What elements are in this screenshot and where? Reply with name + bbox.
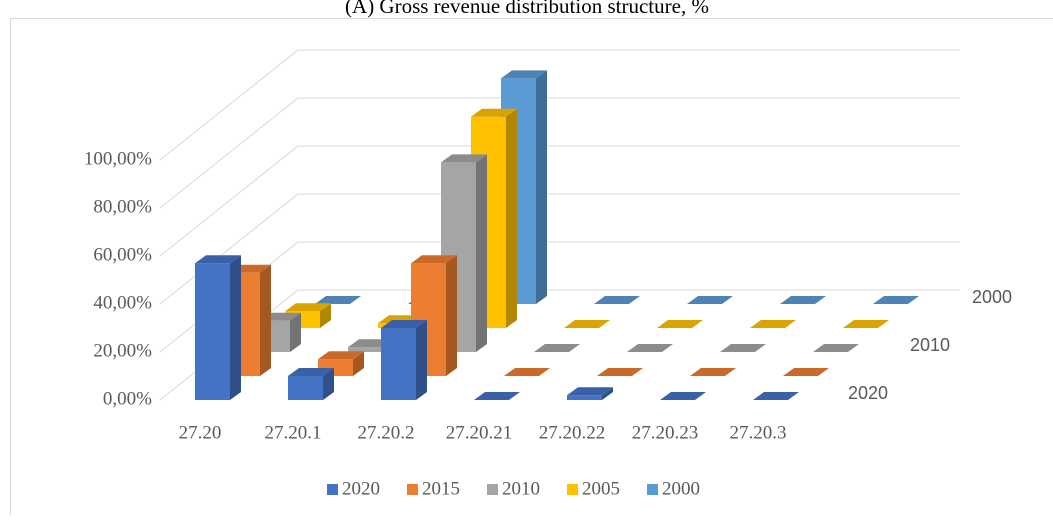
bar — [288, 368, 334, 400]
legend-label: 2015 — [422, 478, 460, 499]
y-tick-label: 40,00% — [93, 292, 152, 313]
bar-front — [195, 263, 230, 400]
x-tick-label: 27.20.22 — [539, 422, 606, 443]
bar-side — [260, 265, 271, 376]
x-tick-label: 27.20.23 — [632, 422, 699, 443]
legend-swatch — [407, 484, 418, 495]
depth-label: 2000 — [972, 287, 1012, 307]
y-tick-label: 60,00% — [93, 244, 152, 265]
x-tick-label: 27.20.2 — [358, 422, 415, 443]
legend-label: 2005 — [582, 478, 620, 499]
y-tick-label: 0,00% — [103, 388, 152, 409]
chart-title: (A) Gross revenue distribution structure… — [345, 0, 709, 18]
bar-side — [476, 154, 487, 352]
bar-front — [567, 395, 602, 400]
legend-swatch — [327, 484, 338, 495]
bar — [195, 255, 241, 400]
bar-side — [416, 320, 427, 400]
legend-swatch — [567, 484, 578, 495]
x-tick-label: 27.20.21 — [446, 422, 513, 443]
legend-label: 2000 — [662, 478, 700, 499]
x-tick-label: 27.20.1 — [265, 422, 322, 443]
x-tick-label: 27.20.3 — [730, 422, 787, 443]
legend-swatch — [647, 484, 658, 495]
bar-front — [381, 328, 416, 400]
depth-label: 2020 — [848, 383, 888, 403]
bar — [381, 320, 427, 400]
bar-side — [230, 255, 241, 400]
bar-side — [446, 255, 457, 376]
bar-side — [506, 109, 517, 328]
legend-swatch — [487, 484, 498, 495]
bar-side — [536, 70, 547, 304]
y-tick-label: 20,00% — [93, 340, 152, 361]
y-tick-label: 80,00% — [93, 196, 152, 217]
bar-front — [288, 376, 323, 400]
y-tick-label: 100,00% — [84, 148, 152, 169]
depth-label: 2010 — [910, 335, 950, 355]
legend-label: 2020 — [342, 478, 380, 499]
legend-label: 2010 — [502, 478, 540, 499]
x-tick-label: 27.20 — [179, 422, 222, 443]
